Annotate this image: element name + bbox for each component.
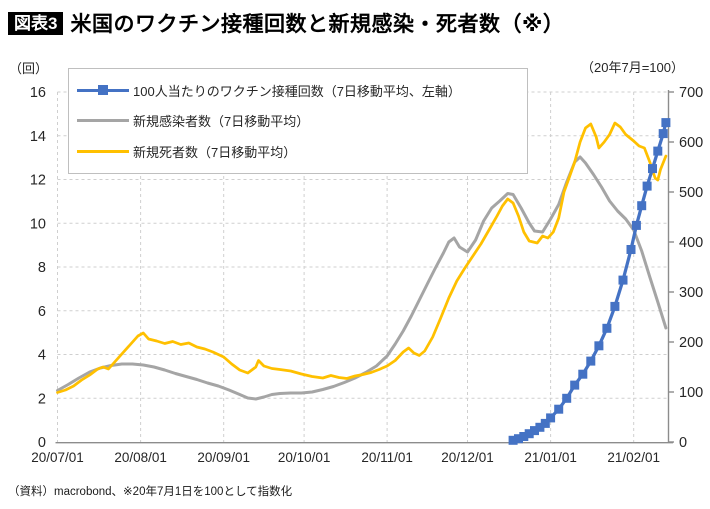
right-tick-label: 100 — [679, 385, 703, 401]
x-tick-label: 20/07/01 — [31, 450, 84, 465]
legend: 100人当たりのワクチン接種回数（7日移動平均、左軸） 新規感染者数（7日移動平… — [68, 68, 528, 174]
series-marker-vaccine — [508, 435, 518, 445]
series-marker-vaccine — [642, 181, 652, 191]
left-tick-label: 12 — [30, 173, 46, 189]
legend-item-cases: 新規感染者数（7日移動平均） — [77, 111, 527, 131]
series-marker-vaccine — [570, 380, 580, 390]
series-marker-vaccine — [546, 413, 556, 423]
left-tick-label: 8 — [38, 260, 46, 276]
cases-line-sample — [77, 114, 129, 128]
right-tick-label: 0 — [679, 435, 687, 451]
x-tick-label: 21/01/01 — [524, 450, 577, 465]
series-marker-vaccine — [610, 301, 620, 311]
vaccine-square-marker-icon — [98, 85, 108, 96]
right-tick-label: 300 — [679, 285, 703, 301]
x-tick-label: 20/12/01 — [441, 450, 494, 465]
left-tick-label: 10 — [30, 216, 46, 232]
vaccine-line-sample — [77, 83, 129, 97]
left-tick-label: 6 — [38, 304, 46, 320]
series-line-cases — [56, 155, 668, 401]
x-tick-label: 20/11/01 — [361, 450, 413, 465]
page-title: 米国のワクチン接種回数と新規感染・死者数（※） — [70, 13, 565, 36]
legend-label-cases: 新規感染者数（7日移動平均） — [133, 114, 310, 130]
series-marker-vaccine — [631, 220, 641, 230]
legend-label-deaths: 新規死者数（7日移動平均） — [133, 145, 297, 161]
series-marker-vaccine — [530, 426, 539, 436]
figure-number-badge: 図表3 — [8, 11, 64, 35]
series-marker-vaccine — [535, 422, 545, 432]
series-marker-vaccine — [562, 393, 572, 403]
source-footnote: （資料）macrobond、※20年7月1日を100として指数化 — [8, 486, 293, 498]
left-tick-label: 16 — [30, 85, 46, 101]
series-marker-vaccine — [602, 323, 612, 333]
left-tick-label: 14 — [30, 129, 46, 145]
series-marker-vaccine — [524, 429, 534, 439]
series-marker-vaccine — [594, 341, 604, 351]
page-title-bar: 図表3 米国のワクチン接種回数と新規感染・死者数（※） — [8, 8, 564, 38]
right-tick-label: 700 — [679, 85, 703, 101]
legend-label-vaccine: 100人当たりのワクチン接種回数（7日移動平均、左軸） — [133, 83, 461, 99]
series-marker-vaccine — [661, 118, 671, 128]
series-marker-vaccine — [626, 245, 636, 254]
x-tick-label: 20/10/01 — [278, 450, 331, 465]
series-marker-vaccine — [540, 418, 550, 428]
series-marker-vaccine — [658, 129, 668, 139]
series-marker-vaccine — [648, 164, 657, 174]
left-tick-label: 0 — [38, 435, 46, 451]
series-marker-vaccine — [514, 434, 523, 444]
x-tick-label: 20/08/01 — [114, 450, 167, 465]
deaths-line-sample — [77, 145, 129, 159]
cases-line-swatch — [77, 119, 129, 123]
right-tick-label: 600 — [679, 135, 703, 151]
left-axis-unit-label: （回） — [9, 61, 49, 76]
right-axis-unit-label: （20年7月=100） — [581, 60, 684, 75]
right-tick-label: 500 — [679, 185, 703, 201]
series-marker-vaccine — [578, 369, 588, 379]
legend-item-deaths: 新規死者数（7日移動平均） — [77, 142, 527, 162]
series-marker-vaccine — [519, 432, 529, 441]
x-tick-label: 20/09/01 — [197, 450, 250, 465]
left-tick-label: 4 — [38, 348, 46, 364]
series-marker-vaccine — [653, 146, 663, 156]
legend-item-vaccine: 100人当たりのワクチン接種回数（7日移動平均、左軸） — [77, 80, 527, 100]
right-tick-label: 400 — [679, 235, 703, 251]
series-marker-vaccine — [618, 275, 628, 285]
series-marker-vaccine — [554, 404, 564, 414]
right-tick-label: 200 — [679, 335, 703, 351]
series-line-deaths — [56, 121, 668, 394]
series-marker-vaccine — [586, 356, 596, 366]
x-tick-label: 21/02/01 — [607, 450, 660, 465]
left-tick-label: 2 — [38, 391, 46, 407]
series-marker-vaccine — [637, 201, 647, 211]
deaths-line-swatch — [77, 150, 129, 154]
